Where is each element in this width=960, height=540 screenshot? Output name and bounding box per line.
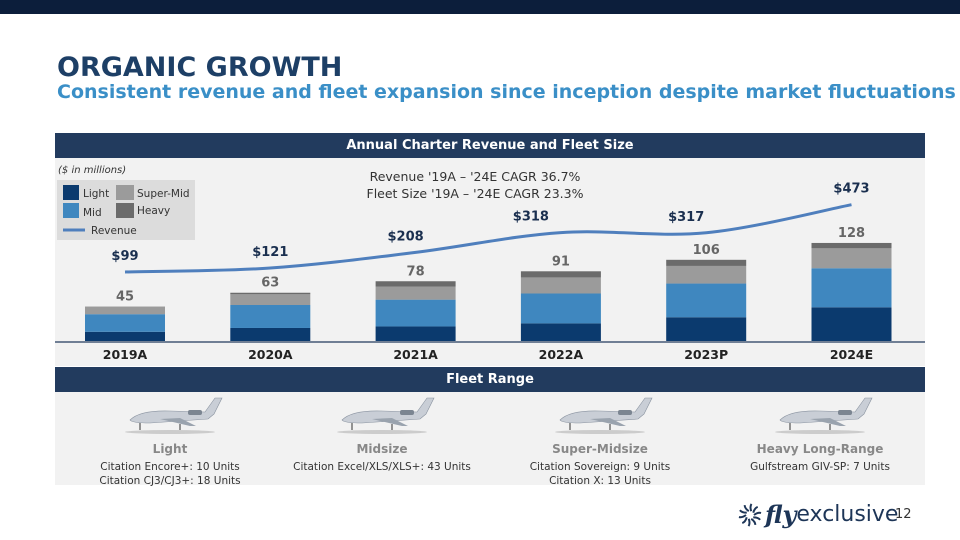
bar-light <box>666 317 747 341</box>
fleet-item: Heavy Long-Range Gulfstream GIV-SP: 7 Uni… <box>715 392 925 474</box>
fleet-total-label: 91 <box>552 254 570 269</box>
jet-image-icon <box>775 397 873 434</box>
legend-swatch-super-mid <box>116 185 134 200</box>
x-tick-label: 2019A <box>103 347 148 362</box>
bar-heavy <box>520 271 601 278</box>
legend-revenue: Revenue <box>91 225 137 237</box>
bar-super-mid <box>375 286 456 300</box>
bar-light <box>230 327 311 341</box>
chart-header: Annual Charter Revenue and Fleet Size <box>55 133 925 158</box>
jet-image-icon <box>337 397 435 434</box>
revenue-label: $473 <box>833 182 869 197</box>
page-subtitle: Consistent revenue and fleet expansion s… <box>57 81 956 103</box>
fleet-detail: Citation Sovereign: 9 Units <box>529 461 671 473</box>
x-tick-label: 2024E <box>830 347 873 362</box>
fleet-detail: Citation CJ3/CJ3+: 18 Units <box>99 475 241 487</box>
bar-super-mid <box>85 306 165 315</box>
bar-light <box>811 307 892 341</box>
fleet-cagr: Fleet Size '19A – '24E CAGR 23.3% <box>367 186 584 201</box>
logo-fly: fly <box>765 500 797 529</box>
fleet-total-label: 63 <box>261 276 279 291</box>
bar-light <box>85 331 165 341</box>
bar-light <box>520 323 601 341</box>
legend-super-mid: Super-Mid <box>137 188 190 200</box>
bar-super-mid <box>811 248 892 269</box>
fleet-total-label: 128 <box>838 226 865 241</box>
bar-heavy <box>811 242 892 249</box>
bar-light <box>375 326 456 341</box>
fleet-item: Super-Midsize Citation Sovereign: 9 Units… <box>495 392 705 488</box>
bar-super-mid <box>666 265 747 284</box>
fleet-category: Light <box>152 442 188 456</box>
legend-mid: Mid <box>83 207 102 219</box>
revenue-cagr: Revenue '19A – '24E CAGR 36.7% <box>370 169 581 184</box>
bar-heavy <box>230 292 311 295</box>
fleet-detail: Gulfstream GIV-SP: 7 Units <box>750 461 890 473</box>
legend-swatch-mid <box>63 203 79 218</box>
revenue-label: $208 <box>388 229 424 244</box>
fleet-total-label: 78 <box>407 264 425 279</box>
bar-heavy <box>375 281 456 287</box>
bar-super-mid <box>230 294 311 305</box>
legend-swatch-light <box>63 185 79 200</box>
logo-exclusive: exclusive <box>796 502 899 527</box>
chart-panel: Light Super-Mid Mid Heavy Revenue ($ in … <box>55 158 925 366</box>
fleet-item: Light Citation Encore+: 10 Units Citation … <box>65 392 275 488</box>
x-tick-label: 2021A <box>393 347 438 362</box>
units-note: ($ in millions) <box>58 165 126 176</box>
fleet-total-label: 106 <box>693 243 720 258</box>
fleet-panel <box>55 392 925 485</box>
bar-super-mid <box>520 277 601 294</box>
bar-mid <box>230 304 311 328</box>
chart: Light Super-Mid Mid Heavy Revenue ($ in … <box>55 165 925 362</box>
jet-image-icon <box>125 397 223 434</box>
flyexclusive-logo: fly exclusive <box>735 500 898 529</box>
legend-heavy: Heavy <box>137 205 170 217</box>
x-tick-label: 2023P <box>684 347 728 362</box>
fleet-detail: Citation X: 13 Units <box>549 475 651 487</box>
page-title: ORGANIC GROWTH <box>57 52 343 83</box>
bar-mid <box>520 293 601 324</box>
fleet-detail: Citation Encore+: 10 Units <box>100 461 240 473</box>
fleet-detail: Citation Excel/XLS/XLS+: 43 Units <box>293 461 471 473</box>
bar-mid <box>85 314 165 332</box>
bar-mid <box>375 299 456 327</box>
legend-swatch-heavy <box>116 203 134 218</box>
jet-image-icon <box>555 397 653 434</box>
x-tick-label: 2022A <box>539 347 584 362</box>
revenue-label: $318 <box>513 210 549 225</box>
x-tick-label: 2020A <box>248 347 293 362</box>
page-number: 12 <box>895 507 912 522</box>
revenue-label: $317 <box>668 210 704 225</box>
turbine-icon <box>738 502 762 527</box>
legend-light: Light <box>83 188 109 200</box>
fleet-item: Midsize Citation Excel/XLS/XLS+: 43 Units <box>277 392 487 474</box>
revenue-label: $121 <box>252 245 288 260</box>
bar-mid <box>811 268 892 308</box>
revenue-label: $99 <box>111 249 138 264</box>
bar-heavy <box>666 259 747 266</box>
revenue-line <box>124 203 852 274</box>
fleet-total-label: 45 <box>116 290 134 305</box>
fleet-category: Super-Midsize <box>552 442 648 456</box>
top-bar <box>0 0 960 14</box>
fleet-category: Midsize <box>356 442 408 456</box>
bar-mid <box>666 283 747 318</box>
fleet-category: Heavy Long-Range <box>756 442 884 456</box>
fleet-header: Fleet Range <box>55 367 925 392</box>
